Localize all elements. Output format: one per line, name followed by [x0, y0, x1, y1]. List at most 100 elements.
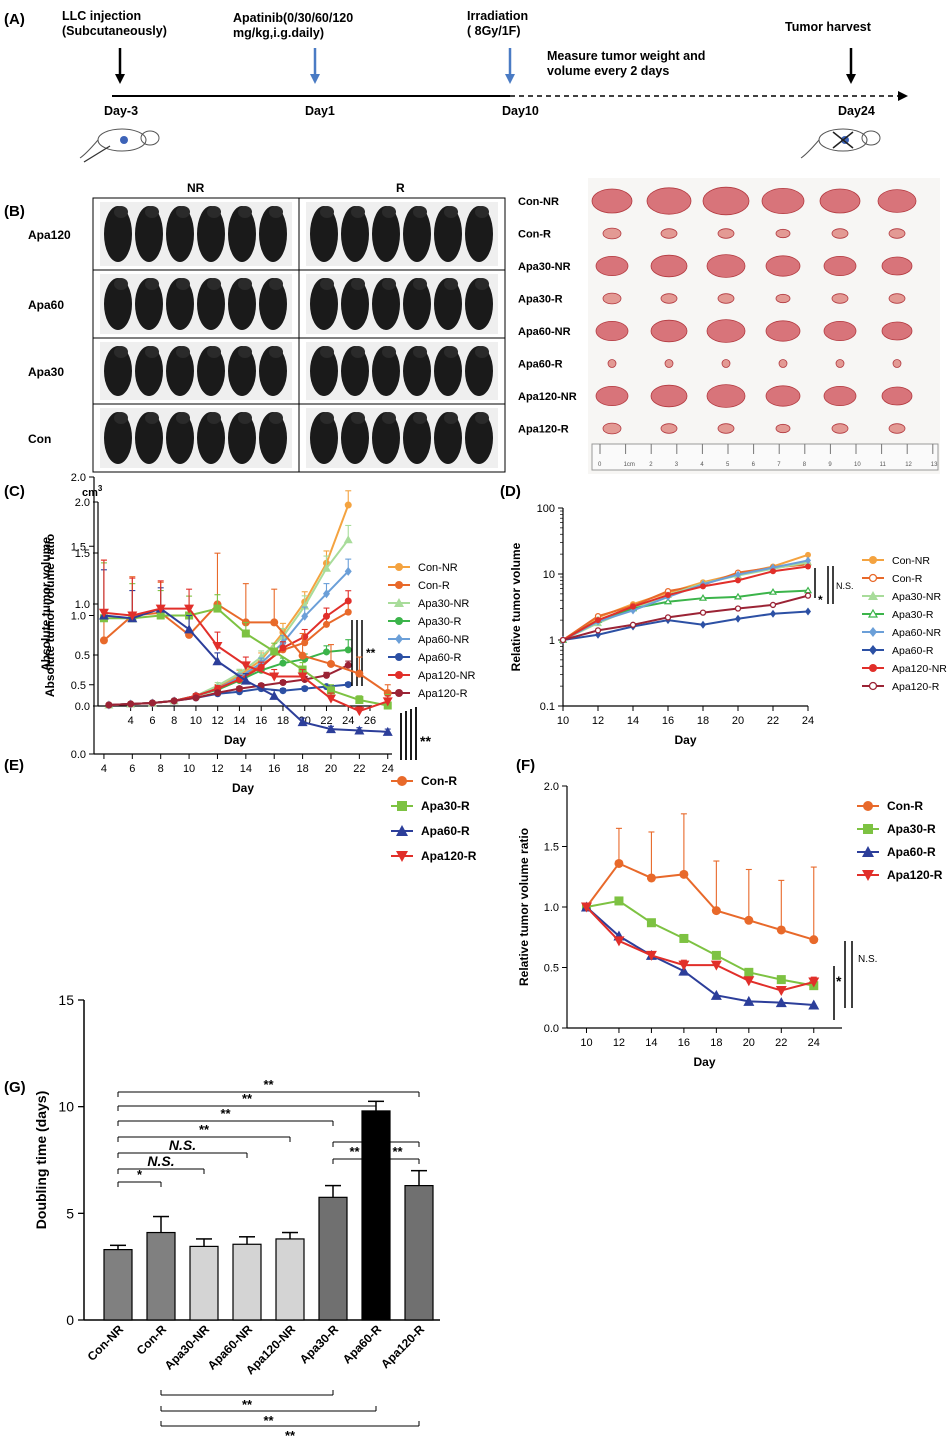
data-point — [580, 902, 592, 913]
tumor-dot — [841, 136, 849, 144]
data-point — [297, 672, 308, 682]
data-point — [646, 918, 656, 928]
data-point — [735, 614, 741, 623]
row-label: Apa30 — [28, 365, 64, 379]
significance-label: ** — [263, 1413, 274, 1428]
x-tick-label: 14 — [233, 715, 245, 727]
y-tick-label: 0 — [66, 1312, 74, 1328]
mouse-head-shape — [114, 278, 128, 290]
event-label-harvest: Tumor harvest — [785, 20, 872, 34]
data-point — [322, 671, 330, 679]
mouse-silhouette — [135, 412, 163, 464]
legend-swatch-marker — [869, 664, 877, 672]
tumor-specimen — [706, 254, 746, 278]
chart-c: 0.00.51.01.52.0468101214161820222426DayA… — [39, 484, 476, 747]
significance-label: N.S. — [169, 1137, 196, 1153]
data-point — [214, 689, 222, 697]
mouse-silhouette — [166, 346, 194, 396]
data-point — [803, 586, 813, 594]
y-tick-label: 15 — [58, 992, 74, 1008]
data-point — [768, 588, 778, 595]
bar-group — [103, 1244, 133, 1321]
data-point — [127, 611, 138, 621]
mouse-photo — [100, 408, 292, 468]
y-tick-label: 1.5 — [75, 548, 90, 560]
bar — [146, 1231, 176, 1321]
significance-label: ** — [220, 1106, 231, 1121]
tumor-specimen — [881, 321, 913, 341]
data-point — [240, 675, 251, 685]
data-point — [322, 620, 330, 628]
series-line — [108, 683, 349, 706]
y-tick-label: 1.0 — [71, 611, 86, 623]
bar-group — [232, 1236, 262, 1321]
mouse-silhouette — [310, 278, 338, 330]
arrow-harvest-head — [846, 74, 856, 84]
data-point — [700, 620, 706, 629]
mouse-silhouette — [465, 412, 493, 464]
mouse-silhouette — [434, 412, 462, 464]
measure-note: Measure tumor weight and volume every 2 d… — [547, 49, 705, 78]
x-tick-label: 10 — [190, 715, 202, 727]
data-point — [808, 999, 820, 1010]
y-tick-label: 0.5 — [544, 963, 559, 975]
ruler-tick-label: 9 — [828, 462, 832, 468]
legend-swatch-marker — [397, 776, 407, 786]
legend-label: Apa60-NR — [892, 627, 941, 639]
mouse-silhouette — [434, 206, 462, 262]
mouse-head-shape — [145, 278, 159, 290]
x-axis-title: Day — [224, 733, 246, 747]
tumor-specimen — [819, 188, 861, 214]
tumor-specimen — [717, 293, 735, 304]
tumor-specimen — [646, 187, 692, 215]
mouse-head-shape — [351, 206, 365, 218]
tumor-photo — [588, 178, 940, 474]
panel-letter-g: (G) — [4, 1079, 26, 1096]
data-point — [298, 651, 307, 660]
arrow-injection-head — [115, 74, 125, 84]
significance-label: N.S. — [858, 954, 877, 965]
data-point — [735, 570, 741, 579]
mouse-silhouette — [403, 278, 431, 330]
significance-label: * — [836, 973, 842, 989]
data-point — [325, 694, 336, 704]
row-label: Con — [28, 432, 51, 446]
data-point — [613, 936, 625, 947]
tumor-specimen — [831, 423, 849, 434]
category-label: Apa120-R — [378, 1322, 427, 1371]
tumor-specimen — [650, 319, 688, 343]
mouse-head-shape — [114, 206, 128, 218]
mouse-silhouette — [341, 346, 369, 396]
legend-swatch-marker — [869, 645, 877, 655]
data-point — [744, 967, 754, 977]
tumor-row-label: Con-NR — [518, 196, 559, 208]
event-label-apatinib-line: Apatinib(0/30/60/120 — [233, 11, 353, 25]
series-con-r — [581, 813, 819, 945]
x-tick-label: 14 — [627, 715, 639, 727]
data-point — [733, 592, 743, 600]
mouse-head-shape — [145, 412, 159, 424]
data-point — [354, 707, 365, 717]
series-apa120-r — [559, 592, 812, 644]
significance-label: ** — [349, 1144, 360, 1159]
arrow-apatinib-head — [310, 74, 320, 84]
mouse-silhouette — [310, 206, 338, 262]
y-tick-label: 2.0 — [544, 781, 559, 793]
mouse-silhouette — [104, 412, 132, 464]
legend-swatch-marker — [396, 851, 408, 862]
data-point — [770, 568, 776, 575]
legend-swatch-marker — [863, 824, 873, 834]
chart-f: 0.0 0.5 1.0 1.5 2.0 10 12 14 16 18 20 22 24 Day Relati… — [517, 781, 943, 1069]
series-line — [585, 906, 814, 1007]
mouse-silhouette — [259, 278, 287, 330]
category-label: Con-NR — [85, 1322, 127, 1364]
data-point — [679, 869, 689, 879]
data-point — [269, 690, 280, 700]
series-line — [108, 539, 350, 706]
y-tick-label: 0.5 — [71, 680, 86, 692]
significance-label: N.S. — [362, 1126, 389, 1142]
legend-label: Apa30-R — [421, 799, 470, 813]
panel-letter-b: (B) — [4, 203, 25, 220]
data-point — [344, 597, 352, 605]
data-point — [269, 672, 280, 682]
